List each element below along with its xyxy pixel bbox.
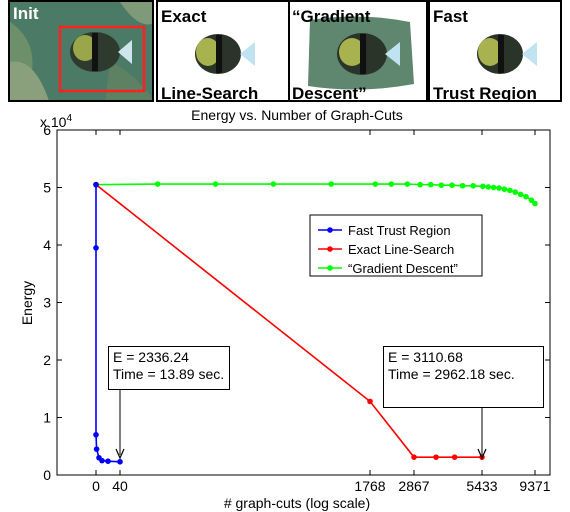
series-group <box>93 181 538 465</box>
y-axis-label: Energy <box>19 281 35 325</box>
fast-fish-image <box>477 34 537 74</box>
y-tick-label: 0 <box>43 467 51 483</box>
legend-box <box>309 214 483 277</box>
annotation-fast-time: Time = 13.89 sec. <box>113 366 225 382</box>
x-tick-label: 9371 <box>519 478 550 494</box>
data-point <box>532 200 538 207</box>
data-point <box>517 191 524 198</box>
series-line <box>95 183 482 458</box>
panel-init: Init <box>8 0 154 102</box>
y-tick-label: 5 <box>43 180 51 196</box>
y-tick-label: 1 <box>43 410 51 426</box>
legend-marker <box>327 227 333 233</box>
data-point <box>512 189 519 195</box>
data-point <box>105 458 111 465</box>
data-point <box>212 181 219 187</box>
x-axis: 0 40 1768 2867 5433 9371 <box>92 130 551 494</box>
data-point <box>485 184 492 190</box>
data-point <box>459 182 466 189</box>
plot-area <box>56 129 551 476</box>
legend-label: Fast Trust Region <box>348 223 451 238</box>
data-point <box>501 186 508 193</box>
data-point <box>270 181 277 187</box>
y-multiplier: x 104 <box>40 113 72 130</box>
y-axis: 0 1 2 3 4 5 6 <box>43 122 550 483</box>
panel-label-gradient: “Gradient <box>292 7 371 26</box>
x-axis-label: # graph-cuts (log scale) <box>224 495 370 511</box>
data-point <box>451 454 458 460</box>
panel-gradient-descent: “Gradient Descent” <box>288 0 428 102</box>
arrowhead-fast <box>115 448 125 460</box>
panel-label-exact: Exact <box>161 7 207 26</box>
panel-fast-trust-region: Fast Trust Region <box>428 0 562 102</box>
data-point <box>93 245 99 251</box>
x-tick-label: 1768 <box>354 478 385 494</box>
gradient-fish-image <box>308 16 414 90</box>
init-photo <box>10 2 152 100</box>
y-tick-label: 2 <box>43 352 51 368</box>
data-point <box>328 181 335 187</box>
annotation-fast-trust-region: E = 2336.24 Time = 13.89 sec. <box>108 346 230 390</box>
legend-label: “Gradient Descent” <box>348 261 458 276</box>
legend: Fast Trust Region Exact Line-Search “Gradi… <box>309 214 483 277</box>
data-point <box>480 183 486 190</box>
data-point <box>99 457 105 464</box>
chart-title: Energy vs. Number of Graph-Cuts <box>191 107 403 123</box>
annotation-exact-energy: E = 3110.68 <box>388 349 463 365</box>
data-point <box>523 193 529 200</box>
data-point <box>507 187 513 194</box>
data-point <box>404 181 411 187</box>
y-tick-label: 3 <box>43 295 51 311</box>
annotation-arrows <box>115 382 487 460</box>
data-point <box>388 181 395 187</box>
panel-exact-line-search: Exact Line-Search <box>156 0 290 102</box>
x-tick-label: 5433 <box>466 478 497 494</box>
panel-sublabel-gradient: Descent” <box>292 84 367 102</box>
data-point <box>154 181 161 187</box>
panel-sublabel-fast: Trust Region <box>433 84 537 102</box>
exact-fish-image <box>195 34 255 74</box>
legend-marker <box>327 246 333 252</box>
annotation-fast-energy: E = 2336.24 <box>113 349 189 365</box>
annotation-exact-time: Time = 2962.18 sec. <box>388 366 515 382</box>
x-tick-label: 40 <box>112 478 128 494</box>
data-point <box>528 197 535 203</box>
init-selection-box <box>58 25 146 93</box>
panel-label-fast: Fast <box>433 7 468 26</box>
data-point <box>438 182 445 188</box>
energy-chart: Energy vs. Number of Graph-Cuts x 104 0 1… <box>19 107 551 511</box>
y-tick-label: 4 <box>43 237 51 253</box>
panel-label-init: Init <box>13 4 39 23</box>
data-point <box>490 184 497 191</box>
legend-marker <box>327 265 333 271</box>
y-tick-label: 6 <box>43 122 51 138</box>
annotation-exact-line-search: E = 3110.68 Time = 2962.18 sec. <box>383 346 544 408</box>
data-point <box>93 181 99 188</box>
panel-sublabel-exact: Line-Search <box>161 84 259 102</box>
data-point <box>117 458 123 465</box>
data-point <box>470 182 476 189</box>
data-point <box>411 454 417 460</box>
x-tick-label: 2867 <box>398 478 429 494</box>
data-point <box>93 431 99 438</box>
data-point <box>93 446 100 452</box>
data-point <box>367 398 373 405</box>
x-tick-label: 0 <box>92 478 100 494</box>
data-point <box>427 181 434 188</box>
data-point <box>433 454 439 460</box>
legend-label: Exact Line-Search <box>348 242 454 257</box>
data-point <box>417 181 423 188</box>
data-point <box>496 185 502 191</box>
arrowhead-exact <box>477 448 487 460</box>
data-point <box>372 181 379 187</box>
data-point <box>449 182 455 188</box>
